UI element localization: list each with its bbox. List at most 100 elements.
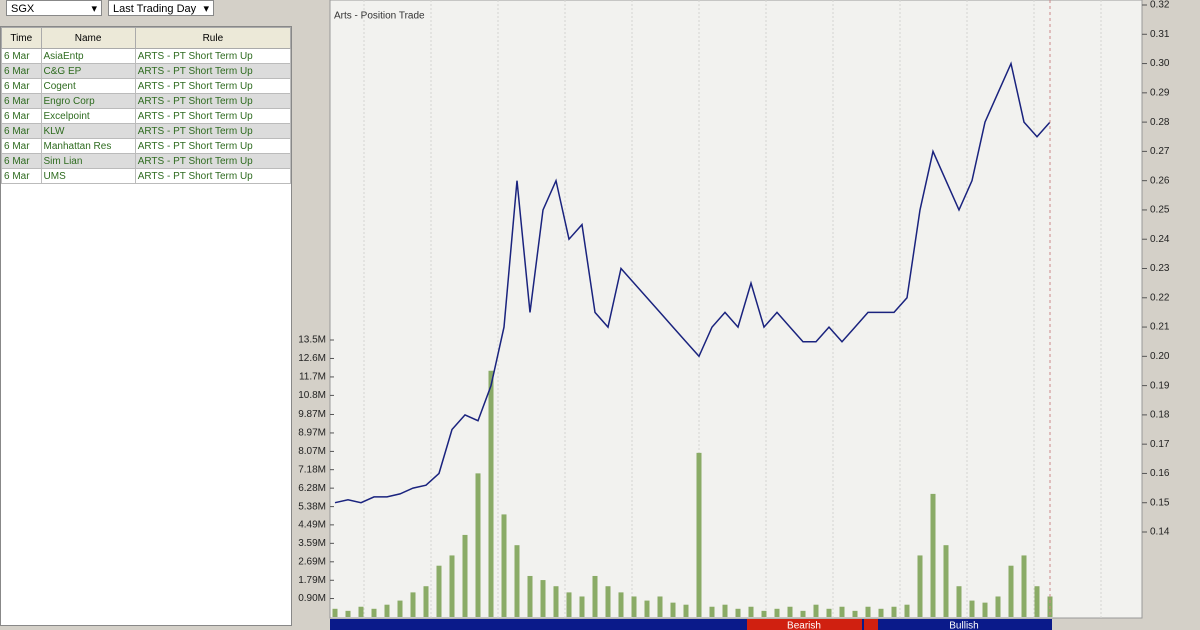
y-tick-label: 0.17: [1150, 439, 1170, 450]
y-tick-label: 0.30: [1150, 58, 1170, 69]
cell: 6 Mar: [1, 153, 42, 169]
volume-bar: [1008, 565, 1014, 617]
alert-row[interactable]: 6 Mar KLW ARTS - PT Short Term Up: [1, 123, 292, 139]
volume-bar: [696, 452, 702, 617]
cell: ARTS - PT Short Term Up: [134, 93, 292, 109]
volume-bar: [553, 586, 559, 617]
volume-bar: [436, 565, 442, 617]
cell: ARTS - PT Short Term Up: [134, 168, 292, 184]
volume-tick-label: 12.6M: [298, 353, 326, 364]
volume-bar: [605, 586, 611, 617]
y-tick-label: 0.19: [1150, 380, 1170, 391]
volume-tick-label: 9.87M: [298, 409, 326, 420]
volume-bar: [722, 604, 728, 617]
volume-bar: [709, 606, 715, 617]
alert-row[interactable]: 6 Mar Engro Corp ARTS - PT Short Term Up: [1, 93, 292, 109]
y-tick-label: 0.24: [1150, 234, 1170, 245]
volume-bar: [384, 604, 390, 617]
alert-row[interactable]: 6 Mar AsiaEntp ARTS - PT Short Term Up: [1, 48, 292, 64]
volume-bar: [670, 602, 676, 617]
volume-bar: [540, 580, 546, 617]
plot-area: [329, 0, 1143, 619]
cell: ARTS - PT Short Term Up: [134, 123, 292, 139]
volume-tick-label: 3.59M: [298, 538, 326, 549]
volume-bar: [748, 606, 754, 617]
cell: ARTS - PT Short Term Up: [134, 63, 292, 79]
volume-tick-label: 13.5M: [298, 335, 326, 346]
volume-bar: [358, 606, 364, 617]
y-tick-label: 0.26: [1150, 175, 1170, 186]
volume-bar: [930, 493, 936, 617]
volume-bar: [735, 608, 741, 617]
volume-tick-label: 2.69M: [298, 556, 326, 567]
alert-row[interactable]: 6 Mar C&G EP ARTS - PT Short Term Up: [1, 63, 292, 79]
period: Last Trading Day: [113, 3, 197, 15]
y-tick-label: 0.22: [1150, 292, 1170, 303]
cell: ARTS - PT Short Term Up: [134, 108, 292, 124]
volume-bar: [969, 600, 975, 617]
volume-bar: [423, 586, 429, 617]
alert-row[interactable]: 6 Mar Cogent ARTS - PT Short Term Up: [1, 78, 292, 94]
volume-bar: [475, 473, 481, 617]
signal-bar: [330, 619, 1052, 630]
cell: AsiaEntp: [40, 48, 136, 64]
volume-bar: [618, 592, 624, 617]
cell: KLW: [40, 123, 136, 139]
volume-bar: [813, 604, 819, 617]
bearish-band: [747, 619, 862, 630]
alert-row[interactable]: 6 Mar UMS ARTS - PT Short Term Up: [1, 168, 292, 184]
exchange: SGX: [11, 3, 35, 15]
cell: Excelpoint: [40, 108, 136, 124]
volume-bar: [514, 545, 520, 617]
volume-bar: [956, 586, 962, 617]
volume-bar: [1034, 586, 1040, 617]
y-tick-label: 0.15: [1150, 497, 1170, 508]
cell: Manhattan Res: [40, 138, 136, 154]
alert-row[interactable]: 6 Mar Sim Lian ARTS - PT Short Term Up: [1, 153, 292, 169]
volume-tick-label: 6.28M: [298, 483, 326, 494]
volume-bar: [774, 608, 780, 617]
chart: Arts - Position Trade Bearish Bullish 0.…: [298, 0, 1170, 630]
y-tick-label: 0.31: [1150, 29, 1170, 40]
cell: 6 Mar: [1, 63, 42, 79]
alert-row[interactable]: 6 Mar Manhattan Res ARTS - PT Short Term U…: [1, 138, 292, 154]
y-tick-label: 0.16: [1150, 468, 1170, 479]
volume-bar: [501, 514, 507, 617]
exchange-dropdown[interactable]: SGX ▾: [6, 0, 102, 16]
volume-bar: [800, 610, 806, 617]
y-tick-label: 0.18: [1150, 410, 1170, 421]
period-dropdown[interactable]: Last Trading Day ▾: [108, 0, 214, 16]
volume-bar: [488, 370, 494, 617]
y-tick-label: 0.27: [1150, 146, 1170, 157]
volume-bar: [683, 604, 689, 617]
column-header: Rule: [134, 27, 292, 49]
y-tick-label: 0.29: [1150, 87, 1170, 98]
cell: Sim Lian: [40, 153, 136, 169]
alert-list: Time Name Rule 6 Mar AsiaEntp ARTS - PT Short…: [0, 26, 292, 626]
volume-bar: [982, 602, 988, 617]
volume-bar: [917, 555, 923, 617]
volume-bar: [657, 596, 663, 617]
cell: 6 Mar: [1, 48, 42, 64]
cell: 6 Mar: [1, 123, 42, 139]
volume-bar: [579, 596, 585, 617]
column-header: Time: [1, 27, 42, 49]
volume-tick-label: 1.79M: [298, 575, 326, 586]
y-tick-label: 0.14: [1150, 527, 1170, 538]
y-tick-label: 0.25: [1150, 205, 1170, 216]
alert-row[interactable]: 6 Mar Excelpoint ARTS - PT Short Term Up: [1, 108, 292, 124]
volume-bar: [449, 555, 455, 617]
volume-bar: [826, 608, 832, 617]
volume-tick-label: 4.49M: [298, 520, 326, 531]
cell: 6 Mar: [1, 78, 42, 94]
chart-title: Arts - Position Trade: [334, 11, 425, 22]
y-tick-label: 0.23: [1150, 263, 1170, 274]
volume-tick-label: 11.7M: [299, 372, 326, 383]
volume-tick-label: 8.97M: [298, 428, 326, 439]
volume-bar: [878, 608, 884, 617]
volume-tick-label: 5.38M: [298, 501, 326, 512]
volume-bar: [462, 534, 468, 617]
volume-bar: [787, 606, 793, 617]
left-panel: SGX ▾ Last Trading Day ▾ Time Name Rule 6 Mar…: [0, 0, 292, 630]
